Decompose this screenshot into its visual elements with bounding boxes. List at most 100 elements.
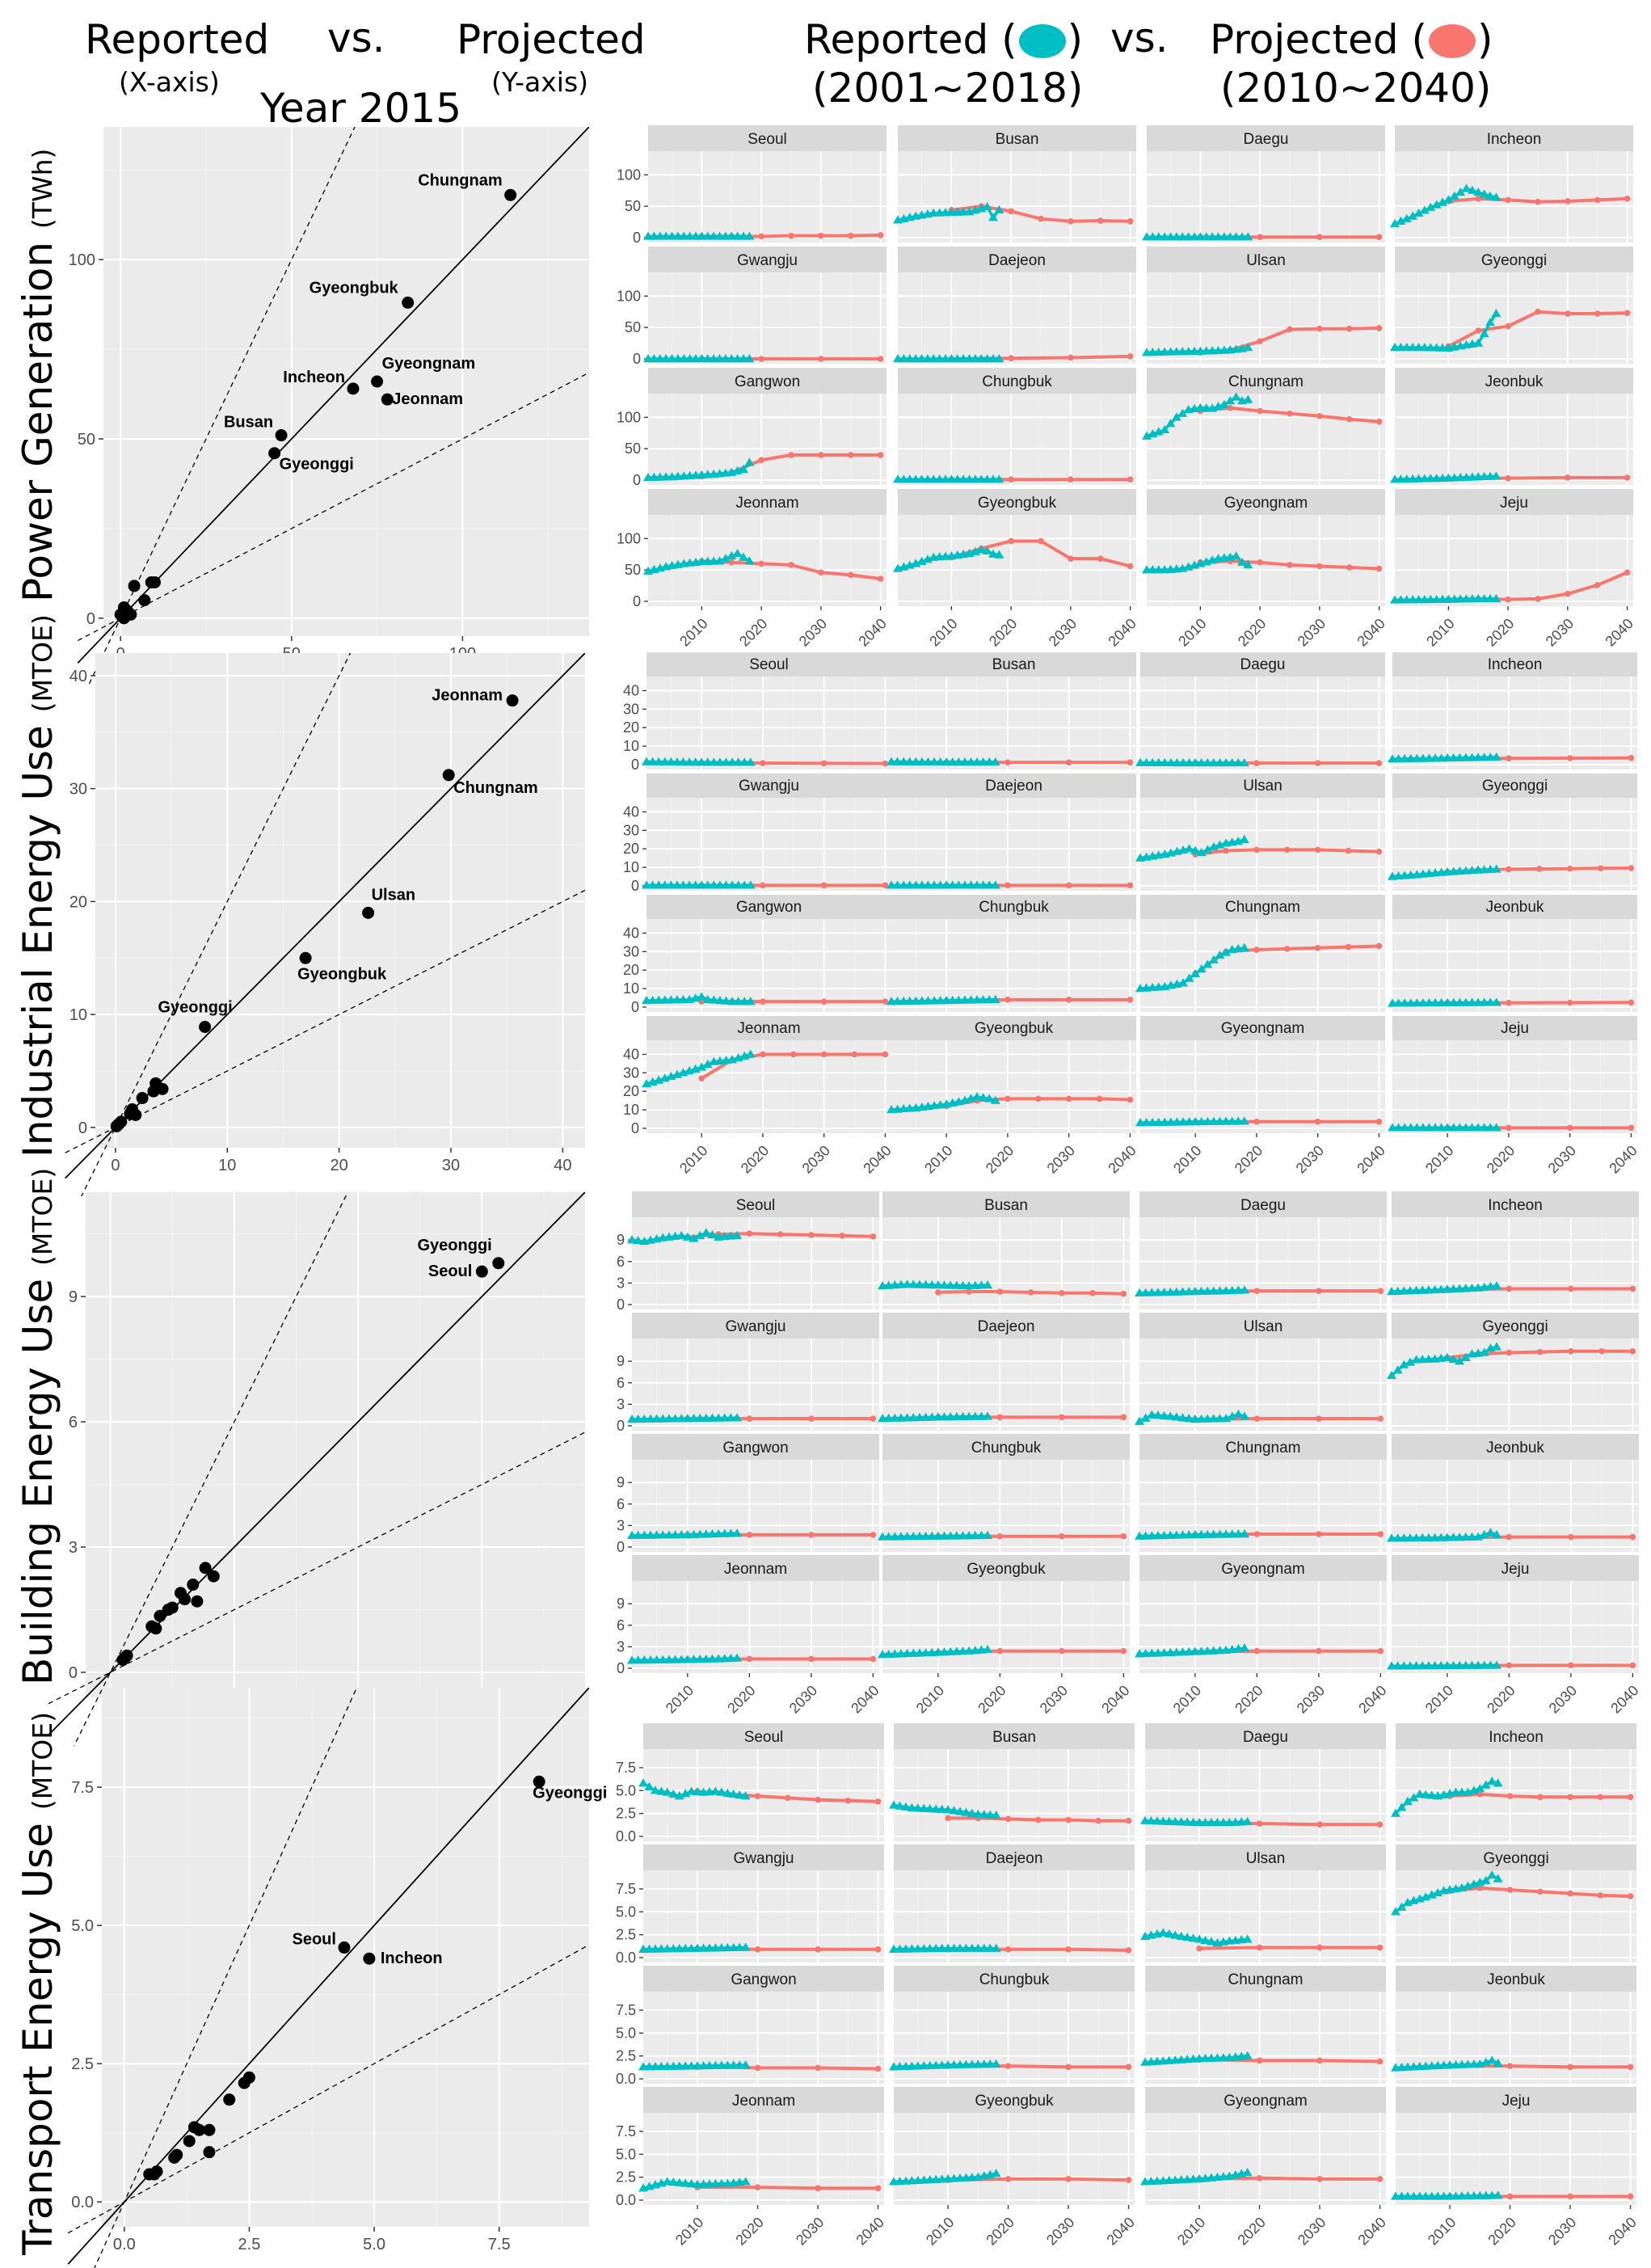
projected-point [1256, 2175, 1263, 2182]
projected-point [1004, 997, 1011, 1003]
reported-point [656, 1786, 667, 1795]
facet-panel-gwangju: Gwangju 0 10 20 30 40 [623, 774, 891, 894]
reported-point [682, 1414, 693, 1423]
reported-point [639, 1655, 650, 1664]
reported-point [990, 880, 1000, 889]
facet-panel-jeonbuk: Jeonbuk [1387, 1434, 1639, 1552]
projected-point [1065, 1095, 1072, 1102]
projected-point [815, 2064, 821, 2072]
reported-point [680, 1789, 691, 1798]
facet-panel-daejeon: Daejeon [893, 247, 1136, 364]
facet-strip-label: Gyeonggi [1483, 1850, 1548, 1867]
projected-point [1377, 1647, 1384, 1655]
projected-point [996, 1532, 1004, 1540]
reported-point [1184, 1414, 1194, 1423]
y-tick-label: 10 [623, 859, 639, 875]
facet-panel-bg [891, 919, 1136, 1012]
reported-point [1176, 1931, 1186, 1941]
facet-strip [643, 1723, 884, 1749]
y-tick-label: 20 [623, 1083, 639, 1099]
reported-point [670, 1530, 680, 1539]
y-tick-label: 10 [69, 1006, 87, 1024]
x-tick-label: 2030 [1037, 1682, 1071, 1716]
facet-strip-label: Chungnam [1228, 1971, 1304, 1988]
projected-point [1594, 582, 1601, 588]
reported-point [1388, 754, 1397, 763]
reported-point [651, 1530, 662, 1539]
reported-point [709, 995, 719, 1004]
facet-panel-bg [647, 798, 891, 891]
facet-strip [1392, 895, 1637, 919]
x-tick-label: 2020 [1484, 1142, 1518, 1176]
reported-point [1442, 1532, 1452, 1541]
reported-point [900, 1802, 911, 1811]
projected-point [1287, 410, 1293, 417]
facet-strip [1147, 368, 1385, 394]
reported-point [676, 1530, 687, 1539]
projected-point [1125, 1817, 1132, 1824]
projected-point [1257, 407, 1263, 415]
reported-point [1146, 1815, 1156, 1825]
facet-strip-label: Gyeongbuk [975, 2093, 1054, 2110]
facet-panel-bg [882, 1581, 1130, 1673]
projected-point [815, 2185, 821, 2192]
projected-point [1314, 846, 1321, 854]
scatter-point [199, 1020, 212, 1033]
reported-point [1396, 216, 1406, 225]
y-tick-label: 2.5 [616, 2169, 636, 2186]
reported-point [1479, 997, 1489, 1006]
x-tick-label: 2030 [786, 1682, 820, 1716]
projected-point [808, 1532, 815, 1538]
reported-point [1135, 1531, 1144, 1540]
reported-point [1196, 1286, 1207, 1296]
reported-point [895, 1532, 906, 1541]
projected-point [1629, 1347, 1636, 1355]
facet-strip-label: Gyeongnam [1221, 1561, 1305, 1578]
reported-point [1473, 1660, 1484, 1669]
projected-point [1506, 755, 1512, 762]
reported-point [1442, 1660, 1452, 1670]
reported-point [1142, 431, 1152, 440]
projected-point [870, 1415, 877, 1422]
reported-point [1479, 189, 1489, 198]
projected-point [1506, 2193, 1514, 2200]
reported-point [1485, 1123, 1496, 1132]
y-tick-label: 50 [625, 441, 641, 457]
projected-point [746, 1532, 753, 1538]
reported-point [1188, 1817, 1198, 1826]
reported-point [1160, 757, 1170, 767]
projected-point [874, 1798, 882, 1805]
header-right-projected-period: (2010~2040) [1220, 65, 1492, 112]
reported-point [1190, 1529, 1200, 1539]
facet-strip [1392, 1016, 1637, 1040]
projected-point [815, 1946, 821, 1953]
projected-point [1127, 882, 1134, 889]
projected-point [820, 1051, 828, 1058]
facet-panel-bg [882, 1338, 1130, 1431]
reported-point [663, 1655, 674, 1663]
scatter-point [203, 2123, 216, 2136]
facet-panel-gyeonggi: Gyeonggi [1387, 1313, 1639, 1431]
projected-point [746, 1415, 753, 1422]
projected-point [1624, 196, 1631, 202]
projected-point [1346, 564, 1353, 571]
projected-point [1314, 944, 1321, 951]
reported-point [1135, 1416, 1144, 1425]
projected-point [1287, 562, 1293, 568]
facet-strip-label: Daegu [1244, 131, 1289, 148]
x-tick-label: 30 [442, 1157, 460, 1174]
x-tick-label: 2020 [1235, 615, 1269, 649]
facet-strip [1395, 368, 1633, 394]
scatter-point [156, 1082, 169, 1095]
reported-point [1153, 1117, 1164, 1126]
projected-point [847, 232, 854, 239]
projected-point [754, 2064, 761, 2072]
projected-point [1594, 196, 1601, 204]
y-tick-label: 9 [617, 1353, 625, 1369]
reported-point [899, 880, 909, 889]
reported-point [680, 2178, 691, 2187]
scatter-point [193, 2123, 206, 2136]
facet-panel-jeonnam: Jeonnam 0 3 6 9 2010 2020 2030 2040 [617, 1555, 882, 1717]
reported-point [1448, 1532, 1459, 1541]
reported-point [1480, 1875, 1491, 1884]
